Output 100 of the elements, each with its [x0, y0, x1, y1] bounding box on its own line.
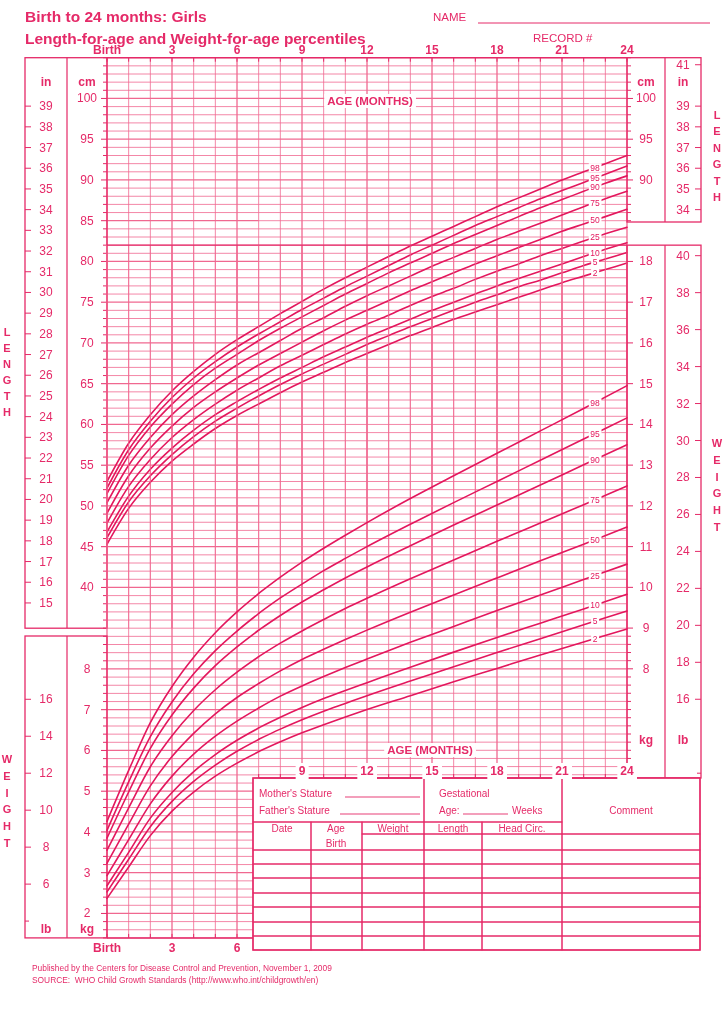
series-label: 98 [590, 397, 600, 408]
y-tick-label: 11 [639, 539, 653, 554]
chart-title: Birth to 24 months: Girls [25, 7, 207, 25]
y2-tick-label: 32 [676, 396, 690, 411]
series-label: 25 [590, 232, 600, 243]
y2-tick-label: 6 [42, 877, 50, 892]
y2-tick-label: 22 [39, 451, 53, 466]
series-label: 75 [590, 197, 600, 208]
y2-tick-label: 40 [676, 248, 690, 263]
series-label: 50 [590, 534, 600, 545]
y-tick-label: 100 [635, 91, 657, 106]
series-label: 5 [592, 257, 598, 268]
y-tick-label: 90 [639, 172, 653, 187]
text: LENGTH [2, 326, 12, 418]
y-tick-label: 90 [80, 172, 94, 187]
text: NAME [433, 11, 467, 23]
y-tick-label: 70 [80, 335, 94, 350]
y2-tick-label: 16 [39, 692, 53, 707]
y2-tick-label: 38 [39, 119, 53, 134]
y2-tick-label: 8 [42, 840, 50, 855]
y2-tick-label: 22 [676, 581, 690, 596]
y-tick-label: 13 [639, 458, 653, 473]
series-label: 90 [590, 182, 600, 193]
text: Published by the Centers for Disease Control and Prevention, November 1, 2009 [32, 963, 333, 973]
text: WEIGHT [1, 753, 13, 849]
y2-tick-label: 16 [676, 692, 690, 707]
series-label: 98 [590, 162, 600, 173]
y2-tick-label: 32 [39, 244, 53, 259]
text: Gestational [439, 787, 490, 799]
y2-tick-label: 18 [39, 533, 53, 548]
y-tick-label: 14 [639, 417, 653, 432]
y-tick-label: 8 [83, 661, 91, 676]
y2-tick-label: 17 [39, 554, 53, 569]
y2-tick-label: 38 [676, 285, 690, 300]
y2-axis-title: in [677, 75, 689, 89]
y-tick-label: 40 [80, 580, 94, 595]
y2-tick-label: 15 [39, 595, 53, 610]
y-tick-label: 17 [639, 295, 653, 310]
y2-tick-label: 25 [39, 388, 53, 403]
y2-tick-label: 37 [39, 140, 53, 155]
y2-tick-label: 35 [39, 181, 53, 196]
y-tick-label: 3 [83, 865, 91, 880]
x-tick-label: 24 [620, 42, 634, 57]
y2-tick-label: 38 [676, 119, 690, 134]
x-axis-title: AGE (MONTHS) [387, 744, 473, 756]
series-label: 50 [590, 215, 600, 226]
y-tick-label: 55 [80, 458, 94, 473]
series-label: 75 [590, 494, 600, 505]
x-tick-label: 15 [425, 42, 439, 57]
y-tick-label: 8 [642, 661, 650, 676]
y-axis-title: cm [637, 75, 655, 89]
series-label: 5 [592, 616, 598, 627]
y2-tick-label: 20 [39, 492, 53, 507]
y-axis-title: kg [638, 733, 654, 747]
chart-subtitle: Length-for-age and Weight-for-age percentiles [25, 29, 366, 47]
y2-tick-label: 26 [676, 507, 690, 522]
text: WEIGHT [711, 437, 723, 533]
y-tick-label: 7 [83, 702, 91, 717]
y-axis-title: kg [79, 922, 95, 936]
y2-tick-label: 29 [39, 306, 53, 321]
y2-tick-label: 36 [676, 161, 690, 176]
x-tick-label: Birth [93, 940, 121, 955]
y-tick-label: 45 [80, 539, 94, 554]
y2-tick-label: 23 [39, 430, 53, 445]
y-axis-title: cm [78, 75, 96, 89]
y2-tick-label: 36 [676, 322, 690, 337]
text: LENGTH [712, 109, 722, 203]
y2-tick-label: 34 [39, 202, 53, 217]
y-tick-label: 15 [639, 376, 653, 391]
y2-axis-title: lb [677, 733, 689, 747]
y2-tick-label: 37 [676, 140, 690, 155]
y-tick-label: 95 [639, 132, 653, 147]
y-tick-label: 12 [639, 498, 653, 513]
y2-tick-label: 30 [39, 285, 53, 300]
series-label: 95 [590, 173, 600, 184]
text: Age [327, 822, 346, 834]
y2-tick-label: 24 [39, 409, 53, 424]
y2-tick-label: 28 [39, 326, 53, 341]
y2-axis-title: lb [40, 922, 52, 936]
y2-tick-label: 20 [676, 618, 690, 633]
series-label: 2 [592, 633, 598, 644]
y2-tick-label: 10 [39, 803, 53, 818]
y-tick-label: 65 [80, 376, 94, 391]
y-tick-label: 60 [80, 417, 94, 432]
text: Mother's Stature [259, 787, 333, 799]
y2-tick-label: 18 [676, 655, 690, 670]
y2-tick-label: 36 [39, 161, 53, 176]
text: RECORD # [533, 32, 594, 44]
y-tick-label: 95 [80, 132, 94, 147]
x-tick-label: 9 [298, 764, 306, 778]
y2-tick-label: 26 [39, 368, 53, 383]
text: Father's Stature [259, 804, 331, 816]
y2-tick-label: 28 [676, 470, 690, 485]
y2-tick-label: 21 [39, 471, 53, 486]
x-tick-label: 18 [490, 764, 504, 778]
text: Birth [325, 837, 347, 849]
y2-tick-label: 14 [39, 729, 53, 744]
x-tick-label: 21 [555, 42, 569, 57]
x-tick-label: 3 [168, 940, 176, 955]
text: Weeks [512, 804, 543, 816]
